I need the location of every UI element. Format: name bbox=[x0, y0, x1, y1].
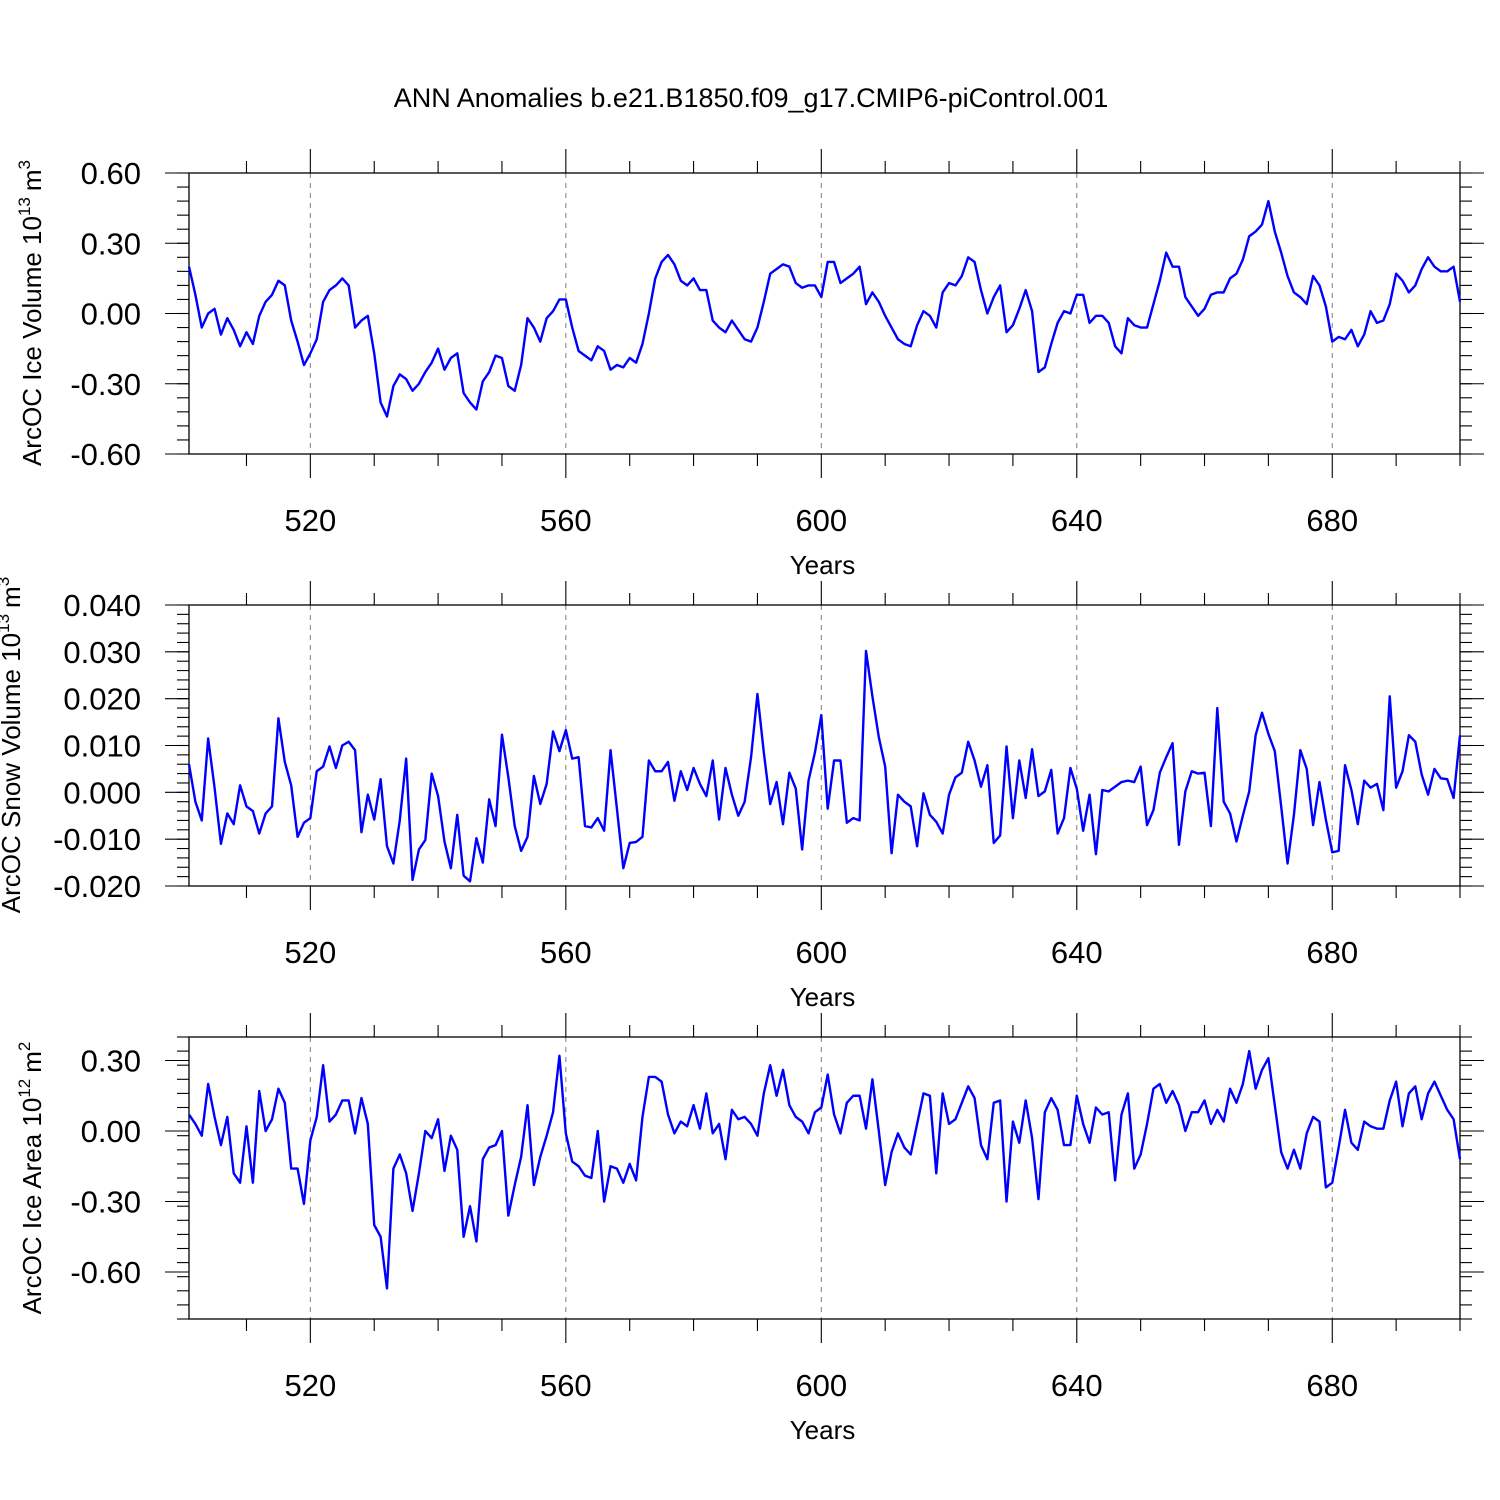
y-tick-label: 0.60 bbox=[81, 156, 141, 191]
y-axis-label: ArcOC Snow Volume 1013 m3 bbox=[0, 577, 26, 913]
y-tick-label: 0.040 bbox=[63, 588, 141, 623]
plot-frame bbox=[188, 172, 1461, 455]
y-tick-label: 0.00 bbox=[81, 1114, 141, 1149]
plot-2: 520 560 600 640 680 Years -0.020 -0.010 0.000 0.0… bbox=[0, 577, 1484, 1012]
x-tick-label: 600 bbox=[795, 503, 847, 538]
y-tick-label: -0.60 bbox=[70, 437, 141, 472]
x-tick-label: 640 bbox=[1051, 1368, 1103, 1403]
y-axis-label-unit: m bbox=[0, 586, 26, 608]
series-line bbox=[187, 199, 1462, 418]
x-axis-label: Years bbox=[790, 1415, 856, 1445]
series-line bbox=[188, 1049, 1462, 1290]
y-axis-label-text: ArcOC Snow Volume 10 bbox=[0, 633, 26, 913]
y-axis-label-unit-exponent: 2 bbox=[15, 1042, 34, 1051]
y-axis-label-exponent: 13 bbox=[15, 197, 34, 216]
x-tick-label: 560 bbox=[540, 1368, 592, 1403]
plots-container: 520 560 600 640 680 Years -0.60 -0.30 0.00 0.30 0.… bbox=[0, 149, 1484, 1445]
y-tick-label: -0.30 bbox=[70, 1185, 141, 1220]
plot-1: 520 560 600 640 680 Years -0.60 -0.30 0.00 0.30 0.… bbox=[15, 149, 1484, 580]
x-tick-label: 680 bbox=[1306, 503, 1358, 538]
x-tick-label: 600 bbox=[795, 1368, 847, 1403]
y-tick-label: 0.020 bbox=[63, 682, 141, 717]
y-axis-label-text: ArcOC Ice Volume 10 bbox=[17, 216, 47, 466]
x-tick-label: 680 bbox=[1306, 1368, 1358, 1403]
x-tick-label: 520 bbox=[284, 1368, 336, 1403]
plot-3: 520 560 600 640 680 Years -0.60 -0.30 0.00 0.30 Ar… bbox=[15, 1013, 1484, 1445]
y-tick-label: 0.010 bbox=[63, 729, 141, 764]
x-tick-label: 560 bbox=[540, 503, 592, 538]
y-axis-label-exponent: 12 bbox=[15, 1079, 34, 1098]
plot-frame bbox=[188, 1036, 1461, 1320]
x-axis-label: Years bbox=[790, 982, 856, 1012]
y-axis-label-unit-exponent: 3 bbox=[15, 160, 34, 169]
y-tick-label: -0.30 bbox=[70, 367, 141, 402]
series-line bbox=[187, 649, 1462, 883]
x-tick-label: 680 bbox=[1306, 935, 1358, 970]
y-tick-label: 0.000 bbox=[63, 775, 141, 810]
y-tick-label: 0.00 bbox=[81, 297, 141, 332]
y-tick-label: 0.030 bbox=[63, 635, 141, 670]
y-axis-label-unit-exponent: 3 bbox=[0, 577, 13, 586]
y-axis-label: ArcOC Ice Volume 1013 m3 bbox=[15, 160, 47, 466]
x-axis-label: Years bbox=[790, 550, 856, 580]
y-axis-label-unit: m bbox=[17, 169, 47, 191]
y-tick-label: 0.30 bbox=[81, 226, 141, 261]
x-tick-label: 520 bbox=[284, 503, 336, 538]
chart-title: ANN Anomalies b.e21.B1850.f09_g17.CMIP6-… bbox=[394, 83, 1108, 113]
y-tick-label: -0.60 bbox=[70, 1255, 141, 1290]
x-tick-label: 640 bbox=[1051, 503, 1103, 538]
y-tick-label: -0.020 bbox=[53, 869, 141, 904]
y-tick-label: 0.30 bbox=[81, 1044, 141, 1079]
x-tick-label: 520 bbox=[284, 935, 336, 970]
y-axis-label: ArcOC Ice Area 1012 m2 bbox=[15, 1042, 47, 1315]
x-tick-label: 600 bbox=[795, 935, 847, 970]
x-tick-label: 560 bbox=[540, 935, 592, 970]
y-tick-label: -0.010 bbox=[53, 822, 141, 857]
y-axis-label-exponent: 13 bbox=[0, 614, 13, 633]
x-tick-label: 640 bbox=[1051, 935, 1103, 970]
y-axis-label-unit: m bbox=[17, 1051, 47, 1073]
y-axis-label-text: ArcOC Ice Area 10 bbox=[17, 1098, 47, 1315]
